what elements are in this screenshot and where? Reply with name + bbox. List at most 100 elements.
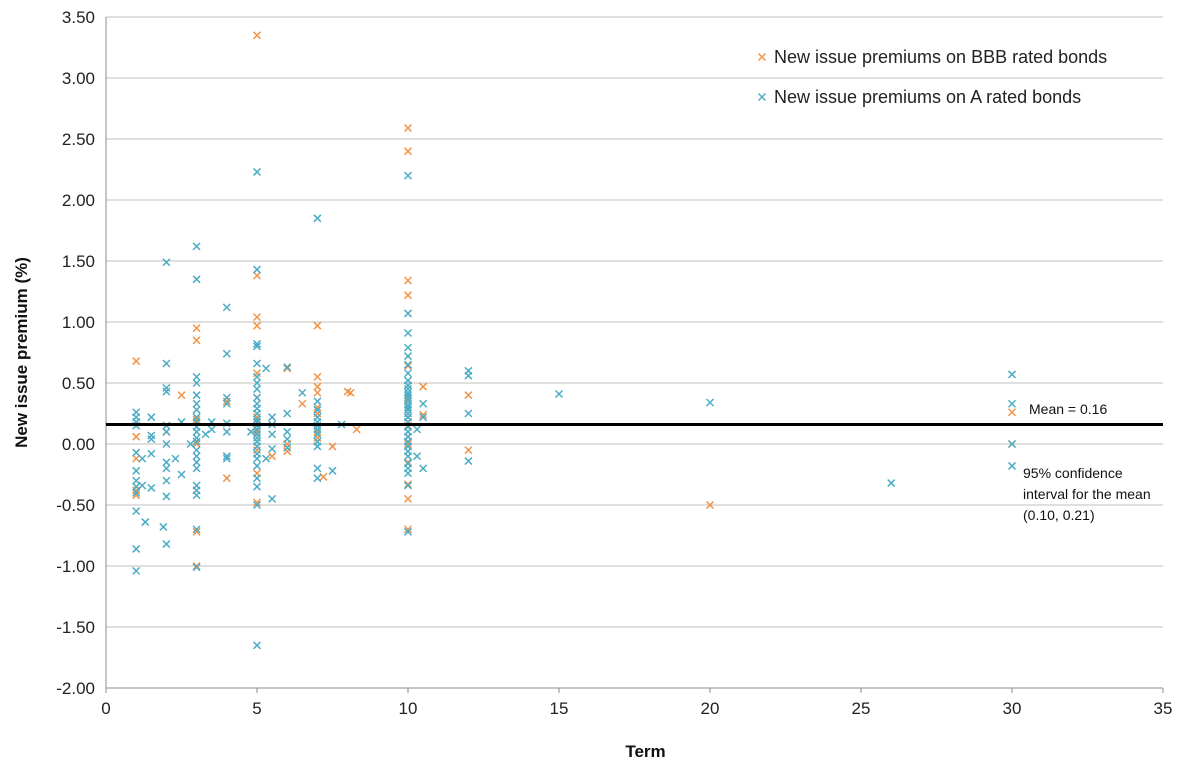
point-s1-75 xyxy=(252,359,262,368)
point-s1-110 xyxy=(298,388,307,397)
point-s0-29 xyxy=(283,447,292,456)
point-s1-93 xyxy=(252,461,262,470)
data-points xyxy=(132,31,1017,650)
y-tick-label-3: -0.50 xyxy=(56,496,95,515)
point-s0-10 xyxy=(192,439,201,449)
point-s1-121 xyxy=(313,464,322,473)
y-tick-label-4: 0.00 xyxy=(62,435,95,454)
point-s1-71 xyxy=(252,167,262,176)
point-s1-32 xyxy=(162,540,171,549)
point-s0-34 xyxy=(313,388,322,397)
point-s0-46 xyxy=(403,276,413,285)
point-s1-59 xyxy=(201,430,210,439)
point-s1-35 xyxy=(177,470,186,479)
point-s1-63 xyxy=(222,349,231,358)
point-s0-7 xyxy=(192,324,201,333)
x-tick-label-5: 25 xyxy=(852,699,871,718)
point-s1-29 xyxy=(162,464,171,473)
point-s1-56 xyxy=(192,491,201,500)
point-s1-118 xyxy=(313,430,322,439)
point-s0-42 xyxy=(346,388,355,397)
point-s1-163 xyxy=(464,371,473,380)
point-s1-68 xyxy=(222,452,231,461)
point-s0-44 xyxy=(403,123,413,133)
point-s1-39 xyxy=(192,372,201,381)
point-s0-15 xyxy=(252,31,262,40)
point-s1-171 xyxy=(1007,439,1017,449)
point-s1-74 xyxy=(252,342,262,351)
point-s1-168 xyxy=(887,479,896,488)
point-s1-67 xyxy=(222,427,231,436)
point-s1-109 xyxy=(283,443,292,452)
point-s1-88 xyxy=(252,433,262,442)
point-s1-8 xyxy=(132,488,141,497)
point-s0-47 xyxy=(403,291,413,300)
point-s1-155 xyxy=(403,481,413,490)
point-s0-62 xyxy=(464,446,473,455)
point-s1-167 xyxy=(705,398,715,407)
point-s1-43 xyxy=(192,405,201,414)
point-s1-164 xyxy=(464,409,473,418)
point-s1-41 xyxy=(192,391,201,400)
point-s1-170 xyxy=(1007,399,1017,408)
x-tick-label-0: 0 xyxy=(101,699,110,718)
legend: New issue premiums on BBB rated bonds Ne… xyxy=(757,47,1107,107)
point-s0-64 xyxy=(1007,408,1017,417)
x-tick-label-3: 15 xyxy=(550,699,569,718)
point-s1-65 xyxy=(222,399,231,408)
y-tick-label-11: 3.50 xyxy=(62,8,95,27)
x-axis-title: Term xyxy=(625,742,665,761)
point-s1-140 xyxy=(403,403,413,412)
point-s0-58 xyxy=(403,525,413,534)
confidence-interval-line-3: (0.10, 0.21) xyxy=(1023,507,1095,523)
point-s1-23 xyxy=(162,383,171,392)
point-s1-129 xyxy=(403,352,413,361)
point-s1-166 xyxy=(554,389,564,399)
point-s1-40 xyxy=(192,378,201,388)
point-s1-165 xyxy=(464,457,473,466)
point-s0-43 xyxy=(352,425,361,434)
legend-marker-bbb xyxy=(757,52,767,62)
point-s1-26 xyxy=(162,427,171,436)
point-s1-130 xyxy=(403,360,413,369)
point-s1-47 xyxy=(192,427,201,436)
point-s1-49 xyxy=(192,437,201,446)
point-s0-9 xyxy=(192,415,201,424)
x-tick-label-6: 30 xyxy=(1003,699,1022,718)
point-s1-58 xyxy=(192,563,201,572)
point-s0-25 xyxy=(252,498,262,507)
point-s0-4 xyxy=(132,491,141,500)
point-s1-156 xyxy=(403,527,413,536)
x-tick-label-7: 35 xyxy=(1154,699,1173,718)
y-tick-label-7: 1.50 xyxy=(62,252,95,271)
point-s1-108 xyxy=(283,435,292,444)
point-s0-45 xyxy=(403,147,413,156)
point-s1-111 xyxy=(313,214,322,223)
point-s1-13 xyxy=(138,481,147,490)
point-s1-106 xyxy=(283,409,292,418)
point-s1-10 xyxy=(132,544,141,553)
point-s0-27 xyxy=(283,364,292,373)
point-s1-4 xyxy=(132,448,141,457)
point-s1-107 xyxy=(283,427,292,436)
point-s0-26 xyxy=(268,452,277,461)
point-s1-83 xyxy=(252,415,262,424)
legend-label-a: New issue premiums on A rated bonds xyxy=(774,87,1081,107)
point-s1-78 xyxy=(252,385,262,394)
point-s1-142 xyxy=(403,409,413,418)
point-s1-70 xyxy=(246,427,255,436)
point-s1-27 xyxy=(162,439,171,449)
point-s1-38 xyxy=(192,275,201,284)
point-s1-62 xyxy=(222,303,231,312)
y-tick-label-10: 3.00 xyxy=(62,69,95,88)
y-tick-label-2: -1.00 xyxy=(56,557,95,576)
point-s1-33 xyxy=(171,454,180,463)
point-s1-126 xyxy=(403,309,413,318)
point-s1-98 xyxy=(262,364,271,373)
point-s0-48 xyxy=(403,361,413,370)
point-s0-0 xyxy=(132,357,141,366)
point-s1-103 xyxy=(268,444,277,453)
point-s1-28 xyxy=(162,458,171,467)
point-s1-123 xyxy=(328,466,337,475)
